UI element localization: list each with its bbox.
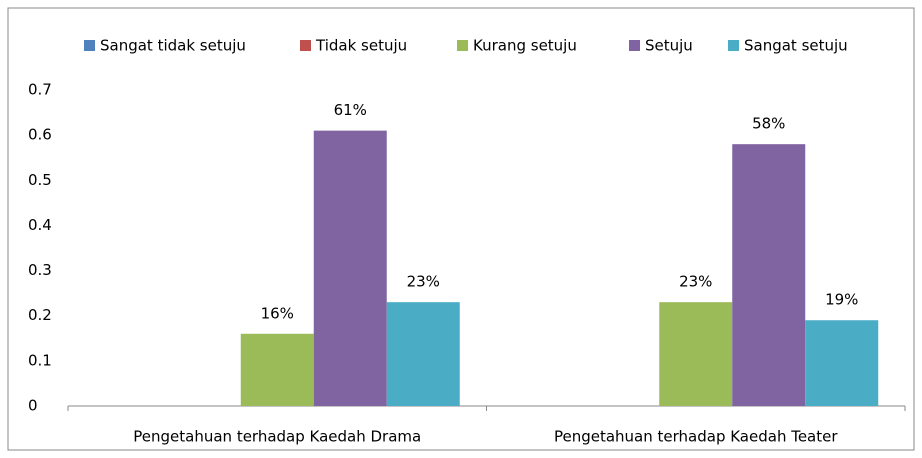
legend-label: Sangat setuju (744, 37, 848, 55)
value-label: 58% (752, 115, 785, 133)
y-tick-label: 0.5 (28, 171, 52, 189)
y-tick-label: 0.4 (28, 216, 52, 234)
legend-label: Sangat tidak setuju (100, 37, 246, 55)
x-tick-label: Pengetahuan terhadap Kaedah Drama (133, 428, 421, 446)
y-tick-label: 0.1 (28, 351, 52, 369)
value-label: 61% (334, 101, 367, 119)
bar (313, 130, 387, 406)
bar (659, 302, 733, 406)
value-label: 23% (679, 273, 712, 291)
value-label: 19% (825, 291, 858, 309)
legend-label: Tidak setuju (315, 37, 407, 55)
y-tick-label: 0 (28, 397, 38, 415)
y-tick-label: 0.6 (28, 126, 52, 144)
bar (386, 302, 460, 406)
y-tick-label: 0.2 (28, 306, 52, 324)
legend-swatch (300, 40, 311, 51)
value-label: 23% (407, 273, 440, 291)
legend-swatch (728, 40, 739, 51)
bar (240, 333, 314, 406)
legend-swatch (629, 40, 640, 51)
legend-swatch (84, 40, 95, 51)
legend-swatch (457, 40, 468, 51)
value-label: 16% (261, 304, 294, 322)
y-tick-label: 0.3 (28, 261, 52, 279)
legend-label: Kurang setuju (473, 37, 577, 55)
bar (732, 144, 806, 406)
x-tick-label: Pengetahuan terhadap Kaedah Teater (554, 428, 838, 446)
bar (805, 320, 879, 406)
y-tick-label: 0.7 (28, 81, 52, 99)
legend-label: Setuju (645, 37, 693, 55)
